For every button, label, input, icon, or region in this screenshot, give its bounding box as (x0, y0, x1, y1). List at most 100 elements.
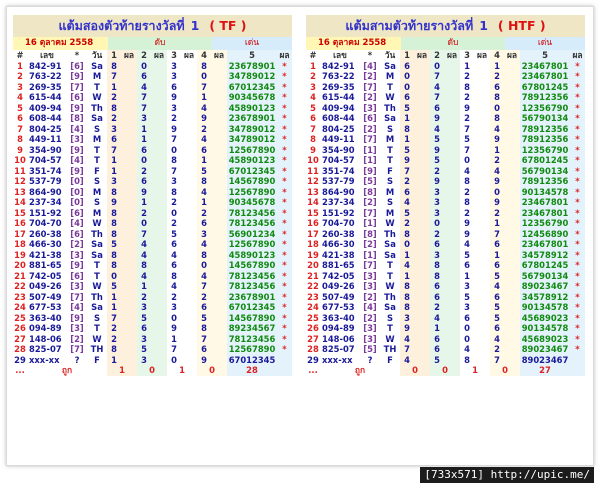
result-col-2 (444, 260, 460, 271)
lottery-number: 763-22 (27, 71, 67, 82)
table-row: 15 151-92 [7] M 5 3 2 2 23467801 * (306, 207, 585, 218)
result-col-1 (414, 291, 430, 302)
table-row: 19 421-38 [3] Sa 8 4 4 8 45890123 * (13, 249, 292, 260)
value-col-4: 1 (490, 144, 504, 155)
table-row: 18 466-30 [2] Sa 0 6 4 6 23467801 * (306, 239, 585, 250)
table-row: 24 677-53 [4] Sa 8 2 3 5 90134578 * (306, 302, 585, 313)
value-col-1: 1 (400, 249, 414, 260)
value-col-4: 8 (197, 323, 211, 334)
value-col-3: 2 (460, 207, 474, 218)
table-row: 14 237-34 [0] S 9 1 2 1 90345678 * (13, 197, 292, 208)
show-digits: 90345678 (227, 197, 277, 208)
column-header: ผล (444, 50, 460, 61)
lottery-number: 507-49 (27, 291, 67, 302)
lottery-number: 804-25 (27, 123, 67, 134)
show-digits: 90134578 (520, 323, 570, 334)
row-index: 26 (306, 323, 320, 334)
table-row: 18 466-30 [2] Sa 5 4 6 4 12567890 * (13, 239, 292, 250)
value-col-4: 6 (197, 344, 211, 355)
value-col-4: 4 (197, 270, 211, 281)
row-index: 1 (306, 60, 320, 71)
hit-marker: * (277, 291, 292, 302)
value-col-2: 8 (430, 270, 444, 281)
show-digits: 12356790 (520, 144, 570, 155)
result-col-4 (504, 197, 520, 208)
value-col-2: 7 (137, 228, 151, 239)
result-col-3 (474, 291, 490, 302)
hit-marker: * (277, 113, 292, 124)
table-row: 13 864-90 [8] M 6 3 2 0 90134578 * (306, 186, 585, 197)
show-digits: 56790134 (520, 113, 570, 124)
value-col-4: 6 (197, 144, 211, 155)
show-digits: 78123456 (227, 218, 277, 229)
value-col-1: 2 (400, 218, 414, 229)
value-col-1: 1 (107, 291, 121, 302)
value-col-3: 0 (460, 333, 474, 344)
value-col-2: 6 (430, 333, 444, 344)
table-row: 3 269-35 [7] T 0 4 8 6 67801245 * (306, 81, 585, 92)
result-col-1 (121, 186, 137, 197)
value-col-4: 9 (490, 197, 504, 208)
row-index: 1 (13, 60, 27, 71)
column-header: ผล (504, 50, 520, 61)
show-digits: 78123456 (227, 207, 277, 218)
value-col-4: 8 (490, 92, 504, 103)
table-row: 21 742-05 [6] T 0 4 8 4 78123456 * (13, 270, 292, 281)
value-col-3: 3 (460, 302, 474, 313)
result-col-2 (151, 218, 167, 229)
summary-count-5: 28 (227, 365, 277, 376)
column-header: 3 (167, 50, 181, 61)
result-col-2 (151, 144, 167, 155)
digit-sum: [6] (67, 207, 87, 218)
result-col-3 (181, 144, 197, 155)
value-col-1: 8 (107, 260, 121, 271)
value-col-4: 9 (197, 354, 211, 365)
value-col-1: 4 (400, 260, 414, 271)
table-row: 17 260-38 [6] Th 8 7 5 3 56901234 * (13, 228, 292, 239)
value-col-1: 8 (107, 102, 121, 113)
value-col-3: 8 (460, 81, 474, 92)
value-col-3: 8 (460, 197, 474, 208)
digit-sum: [4] (67, 218, 87, 229)
value-col-4: 2 (197, 291, 211, 302)
value-col-4: 4 (197, 239, 211, 250)
lottery-number: 615-44 (27, 92, 67, 103)
row-index: 24 (13, 302, 27, 313)
result-col-2 (444, 144, 460, 155)
row-index: 5 (13, 102, 27, 113)
weekday: S (380, 312, 400, 323)
result-col-2 (151, 113, 167, 124)
digit-sum: [4] (360, 60, 380, 71)
digit-sum: [0] (67, 176, 87, 187)
row-index: 12 (13, 176, 27, 187)
lottery-number: xxx-xx (320, 354, 360, 365)
lottery-number: 151-92 (320, 207, 360, 218)
table-row: 6 608-44 [8] Sa 2 3 2 9 23678901 * (13, 113, 292, 124)
row-index: 22 (306, 281, 320, 292)
lottery-number: xxx-xx (27, 354, 67, 365)
value-col-4: 0 (490, 102, 504, 113)
column-header: ผล (570, 50, 585, 61)
digit-sum: [7] (67, 291, 87, 302)
summary-count-1: 1 (107, 365, 137, 376)
result-col-2 (151, 302, 167, 313)
lottery-number: 269-35 (320, 81, 360, 92)
value-col-4: 4 (197, 134, 211, 145)
show-digits: 23467801 (520, 207, 570, 218)
result-col-4 (504, 249, 520, 260)
show-digits: 45890123 (227, 249, 277, 260)
table-row: 16 704-70 [4] W 8 0 2 6 78123456 * (13, 218, 292, 229)
row-index: 19 (13, 249, 27, 260)
result-col-2 (151, 354, 167, 365)
value-col-1: 2 (107, 333, 121, 344)
result-col-1 (121, 60, 137, 71)
lottery-number: 825-07 (27, 344, 67, 355)
weekday: S (380, 176, 400, 187)
result-col-1 (121, 123, 137, 134)
value-col-3: 2 (460, 113, 474, 124)
value-col-4: 1 (197, 155, 211, 166)
show-digits: 90134578 (520, 302, 570, 313)
value-col-3: 5 (460, 291, 474, 302)
show-digits: 67801245 (520, 260, 570, 271)
result-col-4 (504, 302, 520, 313)
